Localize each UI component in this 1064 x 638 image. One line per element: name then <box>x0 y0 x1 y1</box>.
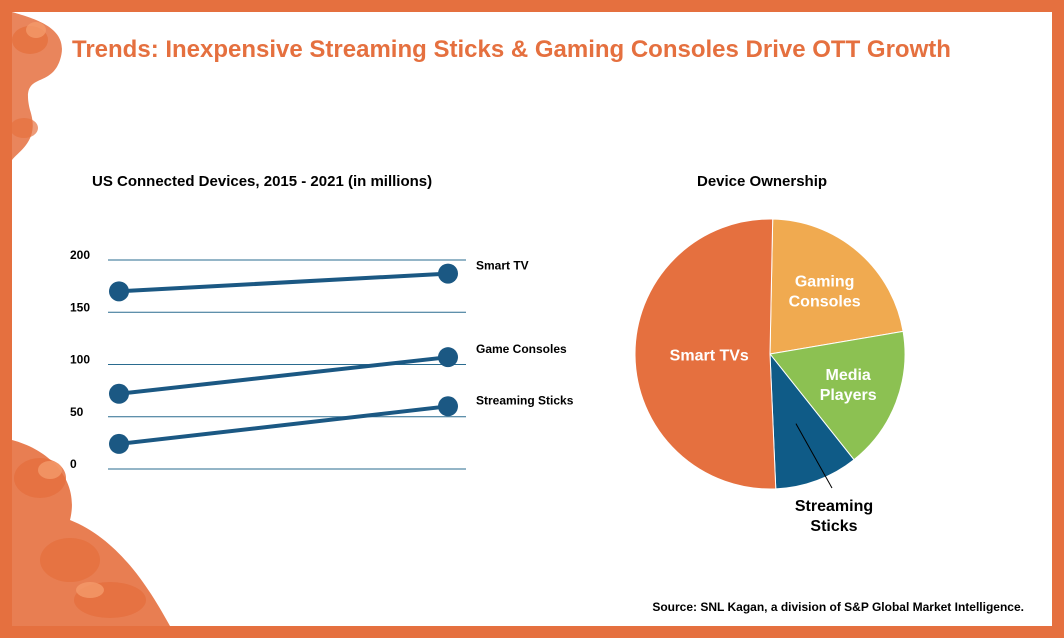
y-tick-label: 150 <box>70 300 90 314</box>
data-point <box>109 383 129 404</box>
pie-slice-label: Streaming <box>795 498 873 515</box>
pie-slice-label: Media <box>825 367 870 384</box>
pie-slice-label: Players <box>820 387 877 404</box>
series-line <box>117 355 450 396</box>
pie-slice-label: Smart TVs <box>670 348 749 365</box>
pie-slice <box>634 218 777 490</box>
line-chart: 0 50 100 150 200 Smart TV Game Consoles Streami… <box>70 248 574 471</box>
pie-chart: Gaming Consoles Media Players Streaming Stick… <box>634 218 906 535</box>
page-title: Trends: Inexpensive Streaming Sticks & G… <box>72 36 951 63</box>
line-chart-title: US Connected Devices, 2015 - 2021 (in mi… <box>92 173 433 190</box>
pie-slice-label: Gaming <box>795 274 855 291</box>
data-point <box>438 263 458 284</box>
data-point <box>438 396 458 417</box>
y-tick-label: 100 <box>70 353 90 367</box>
y-tick-label: 50 <box>70 405 84 419</box>
y-tick-label: 0 <box>70 457 77 471</box>
data-point <box>109 433 129 454</box>
data-point <box>109 281 129 302</box>
leader-line <box>795 423 833 489</box>
series-label: Game Consoles <box>476 342 567 356</box>
pie-slice <box>769 218 904 355</box>
source-note: Source: SNL Kagan, a division of S&P Glo… <box>652 600 1024 614</box>
series-label: Streaming Sticks <box>476 393 574 407</box>
data-point <box>438 347 458 368</box>
series-line <box>117 404 450 446</box>
pie-slice-label: Consoles <box>789 294 861 311</box>
series-line <box>117 271 450 294</box>
pie-slice <box>769 330 906 461</box>
series-label: Smart TV <box>476 259 529 273</box>
pie-slice-label: Sticks <box>810 518 857 535</box>
y-tick-label: 200 <box>70 248 90 262</box>
pie-slice <box>769 352 855 490</box>
pie-chart-title: Device Ownership <box>697 173 828 190</box>
